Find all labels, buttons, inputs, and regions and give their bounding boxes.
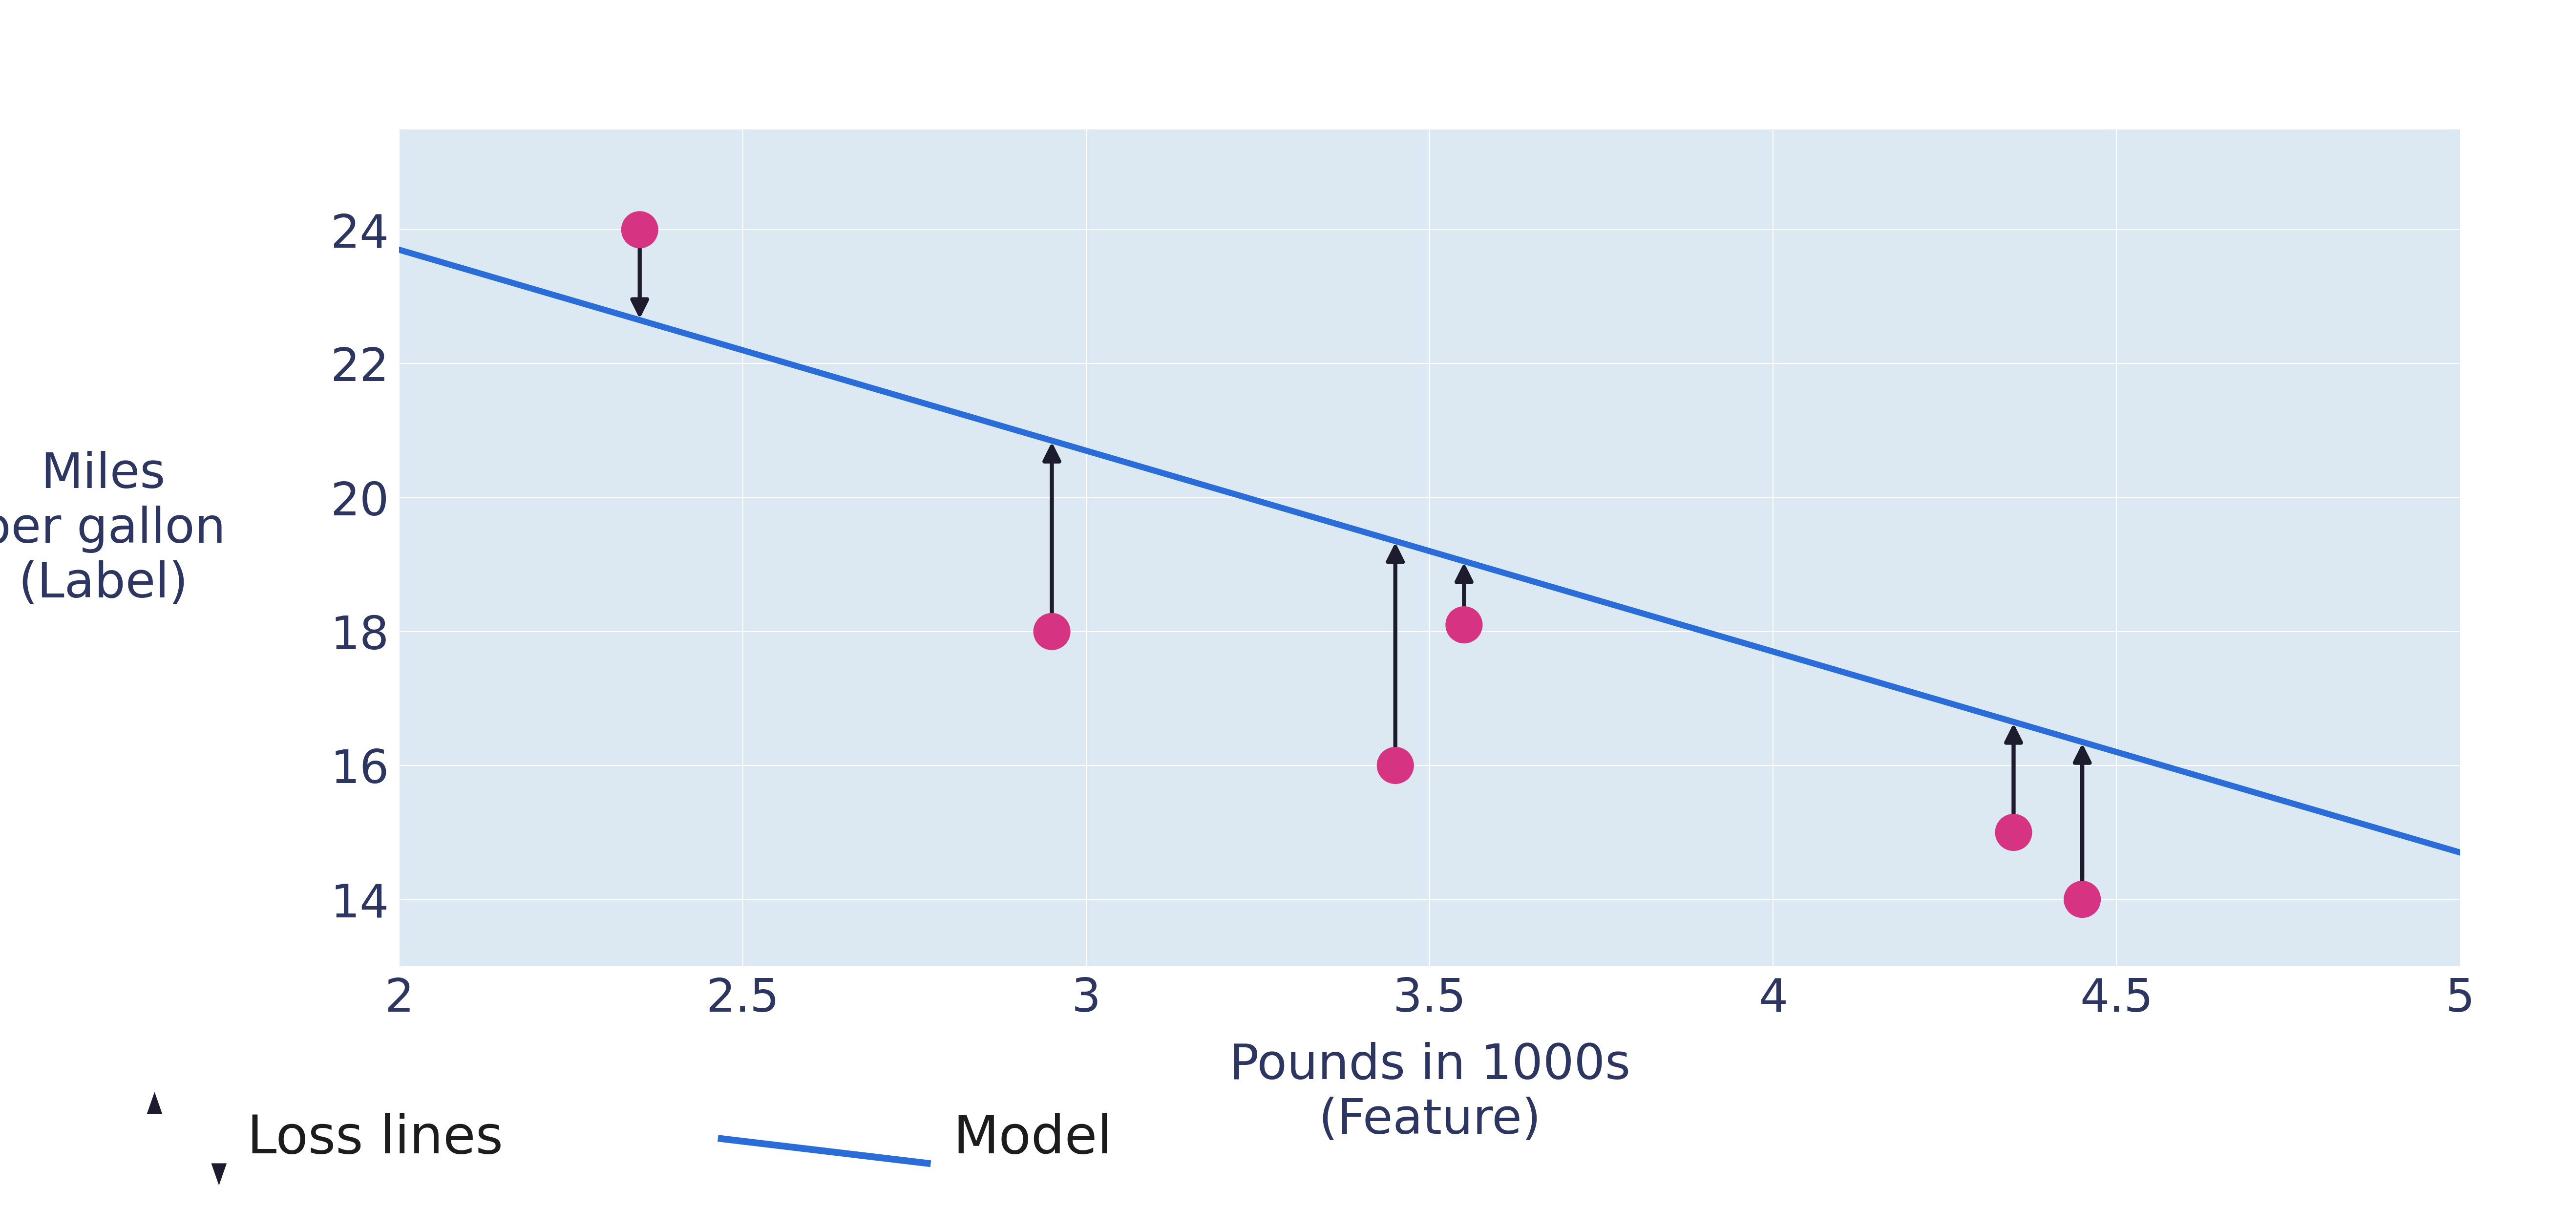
Text: Model: Model bbox=[953, 1113, 1113, 1165]
Point bbox=[1443, 616, 1484, 635]
Text: Loss lines: Loss lines bbox=[247, 1113, 502, 1165]
Point bbox=[618, 220, 659, 240]
Text: Miles
per gallon
(Label): Miles per gallon (Label) bbox=[0, 451, 227, 608]
Point bbox=[1376, 756, 1417, 776]
Point bbox=[1994, 822, 2035, 842]
Point bbox=[2061, 890, 2102, 910]
X-axis label: Pounds in 1000s
(Feature): Pounds in 1000s (Feature) bbox=[1229, 1041, 1631, 1144]
Point bbox=[1030, 622, 1072, 641]
